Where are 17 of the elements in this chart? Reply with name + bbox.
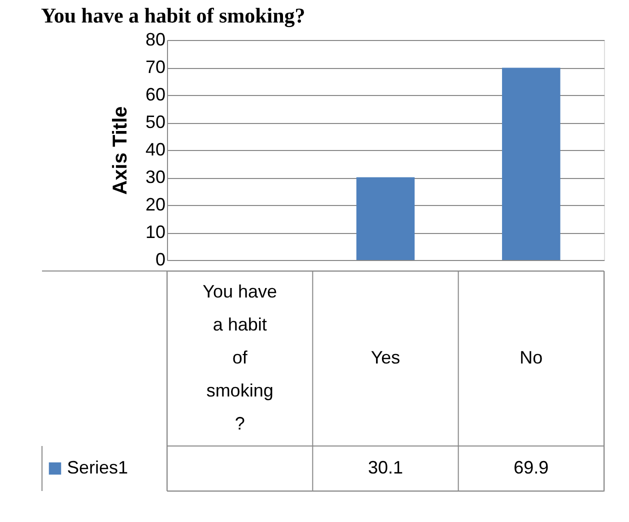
x-tick-label: Yes xyxy=(370,348,400,368)
y-tick-label: 50 xyxy=(145,112,166,132)
x-tick-label: You have a habit of smoking ? xyxy=(202,282,278,434)
y-tick-label: 0 xyxy=(155,250,166,270)
data-label: 30.1 xyxy=(368,458,404,478)
y-tick-label: 10 xyxy=(145,222,166,242)
y-tick-label: 30 xyxy=(145,167,166,187)
legend-label: Series1 xyxy=(67,458,128,478)
y-tick-label: 60 xyxy=(145,84,166,104)
y-tick-label: 70 xyxy=(145,57,166,77)
x-tick-label: No xyxy=(520,348,543,368)
data-label: 69.9 xyxy=(514,458,549,478)
y-axis-title: Axis Title xyxy=(109,106,132,195)
chart-title: You have a habit of smoking? xyxy=(41,4,306,28)
y-tick-label: 40 xyxy=(145,140,166,160)
y-tick-label: 20 xyxy=(145,194,166,214)
y-tick-label: 80 xyxy=(145,30,166,50)
